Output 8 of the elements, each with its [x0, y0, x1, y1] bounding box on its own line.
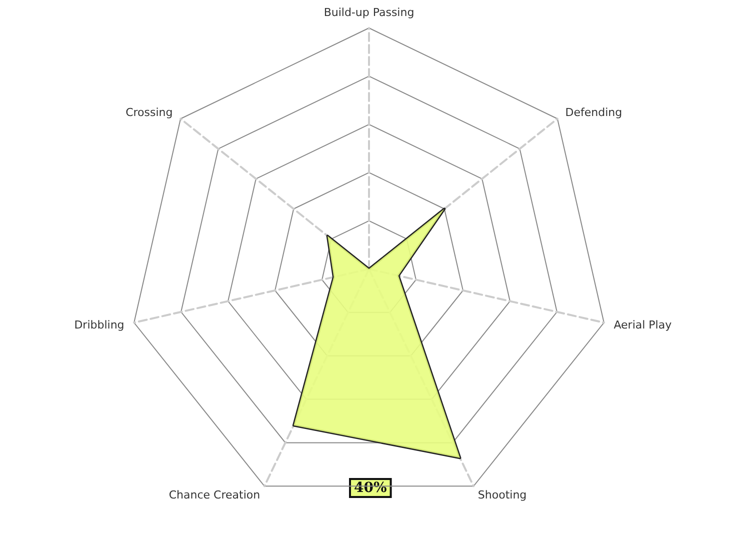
spoke-label: Chance Creation [168, 488, 260, 502]
text: 40% [354, 480, 387, 496]
spoke-label: Aerial Play [614, 318, 672, 332]
spoke-label: Crossing [126, 106, 173, 120]
spoke-label: Build-up Passing [324, 6, 414, 19]
spoke-label: Dribbling [74, 318, 124, 332]
spoke-label: Shooting [478, 488, 527, 502]
spoke-label: Defending [565, 106, 622, 120]
